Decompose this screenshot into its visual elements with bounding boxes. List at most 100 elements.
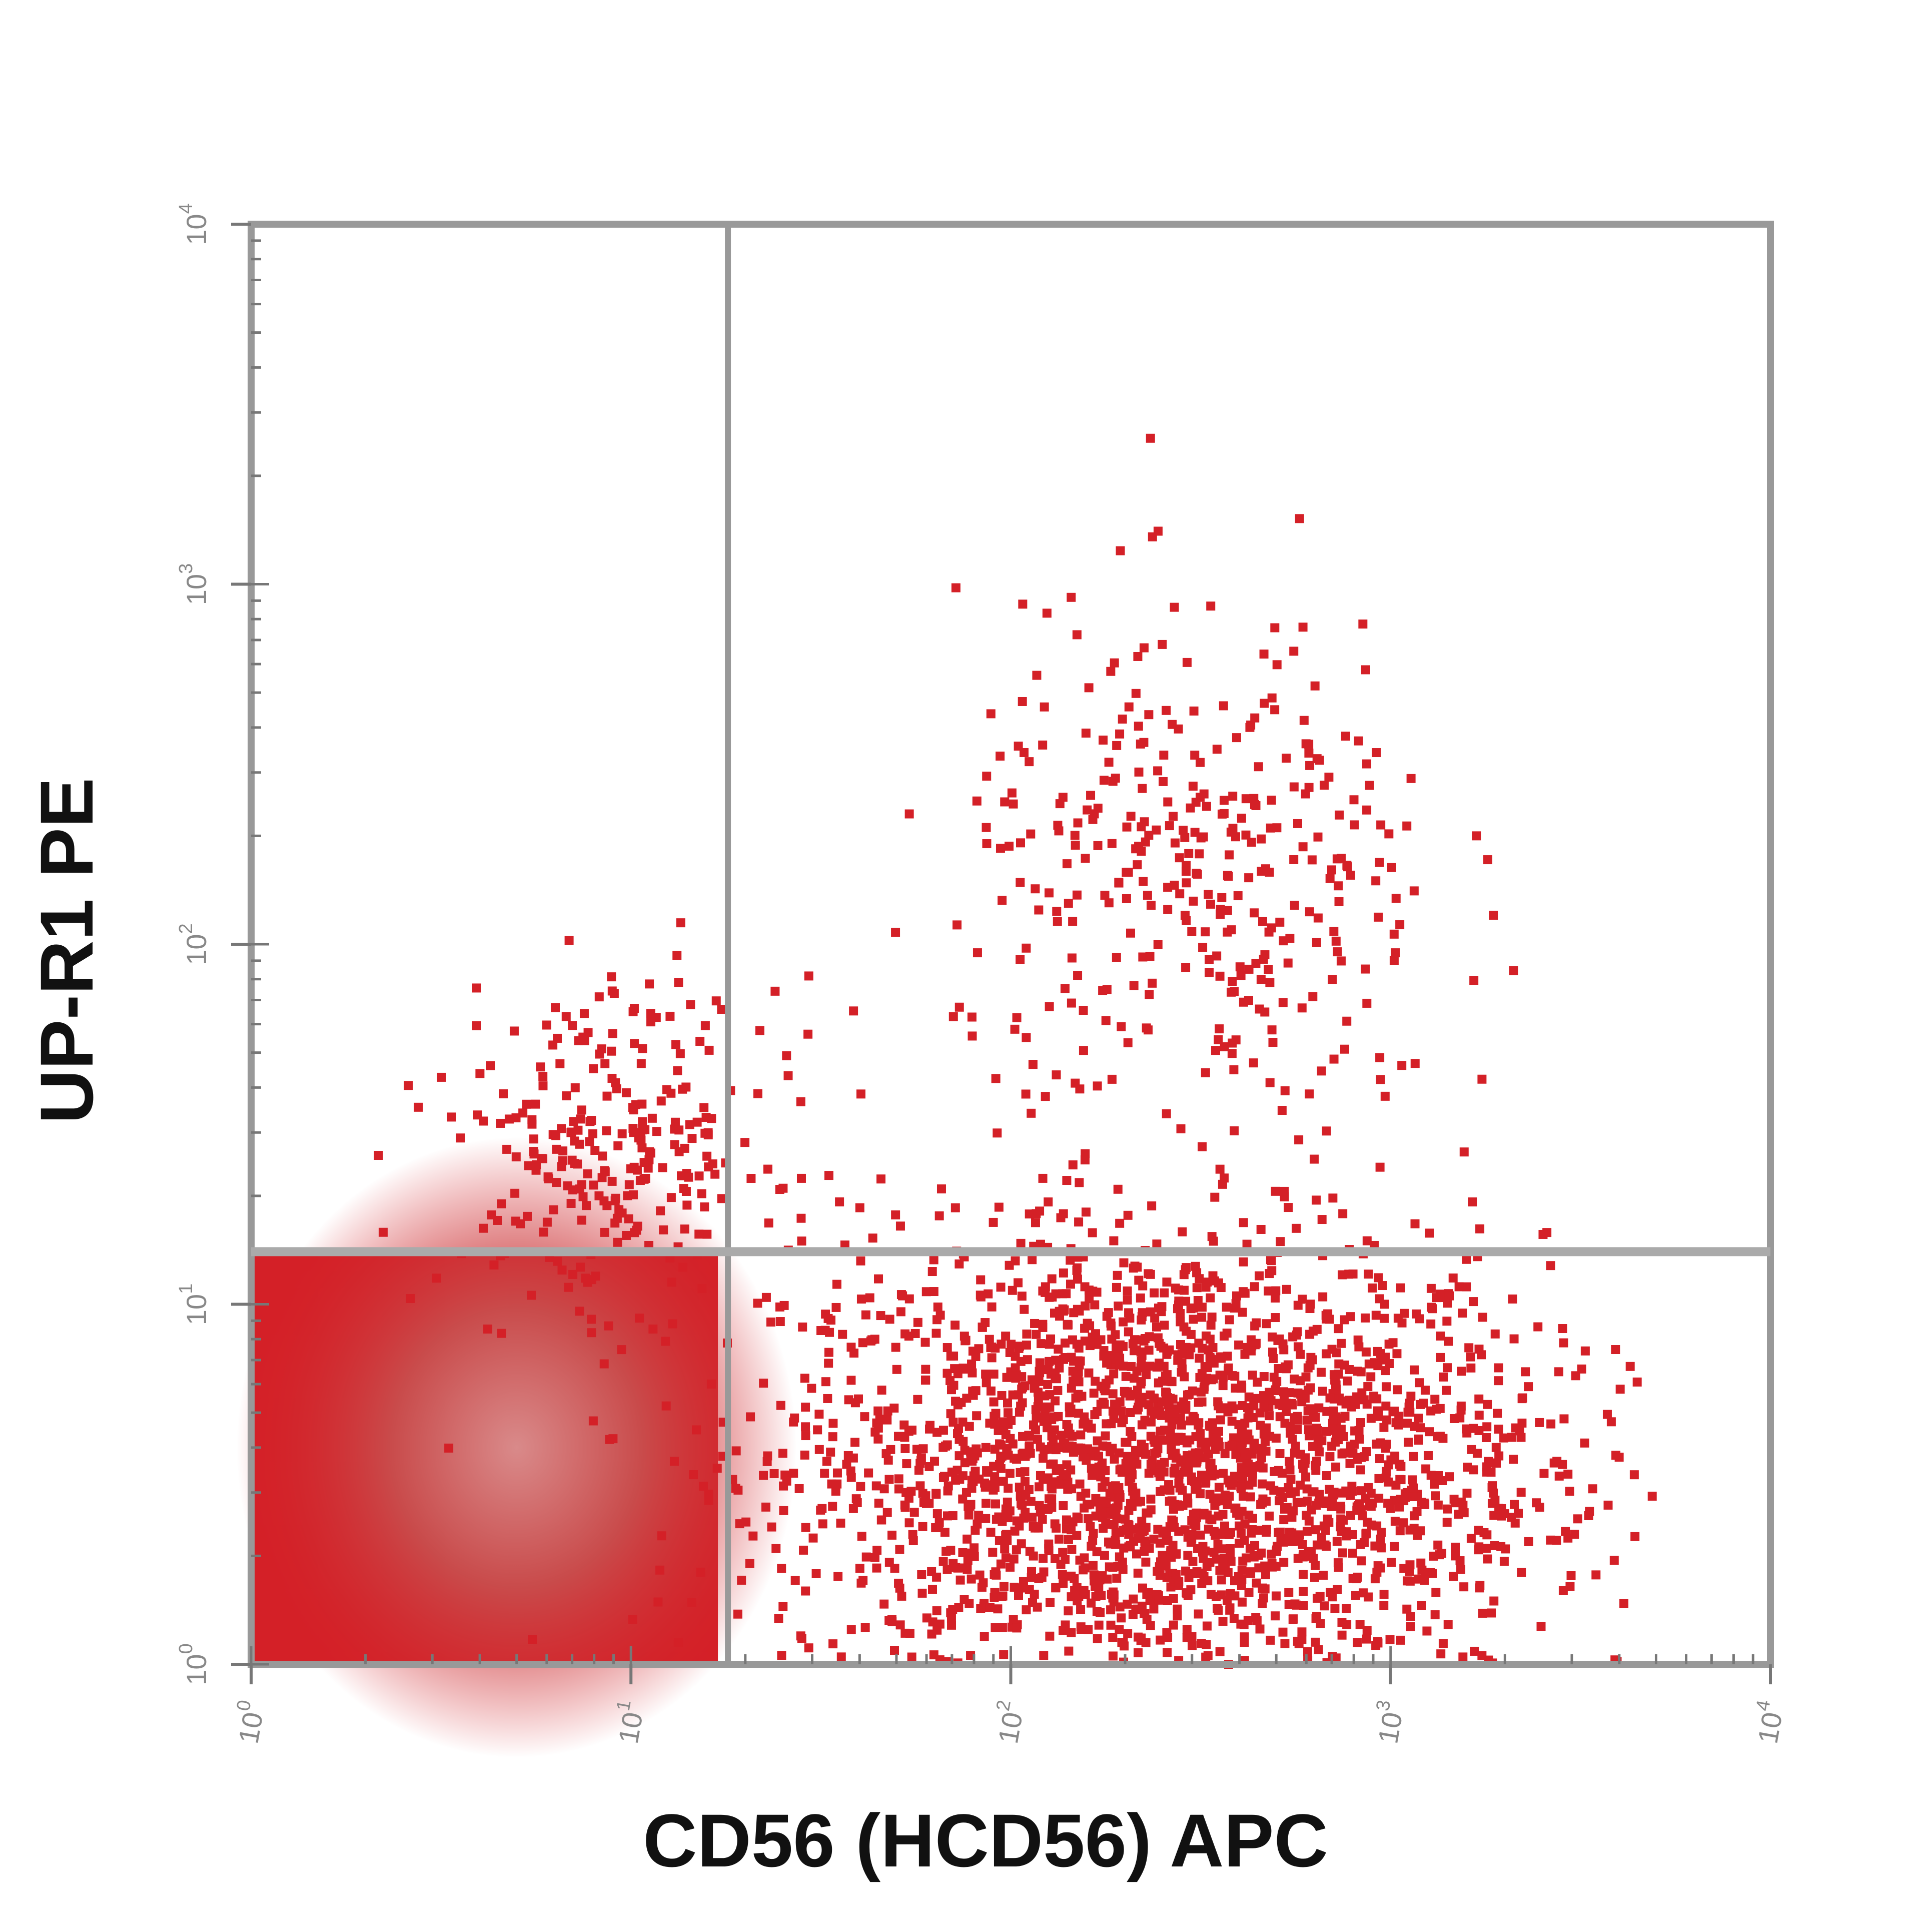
event-point	[576, 1262, 585, 1272]
event-point	[1483, 855, 1493, 865]
event-point	[1336, 1425, 1346, 1434]
event-point	[1477, 1350, 1486, 1360]
event-point	[1025, 1209, 1034, 1219]
event-point	[1188, 1557, 1198, 1566]
event-point	[1138, 1526, 1147, 1536]
event-point	[551, 1003, 560, 1012]
event-point	[1086, 791, 1096, 800]
event-point	[1619, 1599, 1629, 1608]
event-point	[1203, 1576, 1213, 1586]
event-point	[589, 1180, 598, 1190]
event-point	[934, 1211, 944, 1220]
event-point	[1175, 1502, 1184, 1511]
event-point	[1249, 1058, 1258, 1068]
event-point	[678, 1262, 687, 1272]
event-point	[694, 1171, 704, 1181]
event-point	[1409, 886, 1419, 896]
event-point	[1416, 1423, 1425, 1433]
event-point	[1126, 1427, 1135, 1436]
event-point	[1521, 1367, 1530, 1377]
event-point	[1474, 1411, 1484, 1420]
event-point	[1260, 1584, 1270, 1594]
event-point	[1373, 1361, 1383, 1371]
event-point	[1325, 1452, 1335, 1462]
event-point	[1146, 1307, 1155, 1317]
event-point	[959, 1563, 969, 1573]
event-point	[1130, 1490, 1139, 1500]
event-point	[1126, 1473, 1136, 1483]
event-point	[966, 1451, 976, 1461]
event-point	[968, 1368, 977, 1378]
event-point	[1174, 1285, 1184, 1295]
event-point	[895, 1545, 904, 1554]
event-point	[1240, 1536, 1249, 1545]
event-point	[1113, 1184, 1123, 1194]
event-point	[1310, 681, 1320, 691]
event-point	[1071, 1590, 1080, 1599]
event-point	[1195, 1354, 1204, 1363]
event-point	[558, 1156, 567, 1165]
event-point	[1426, 1471, 1436, 1480]
event-point	[1011, 1371, 1020, 1381]
event-point	[1387, 863, 1396, 872]
event-point	[638, 1125, 647, 1134]
event-point	[934, 1518, 944, 1527]
event-point	[1149, 1393, 1159, 1403]
y-tick-label: 103	[176, 563, 212, 605]
event-point	[1493, 1409, 1502, 1418]
event-point	[1279, 1558, 1289, 1567]
event-point	[609, 989, 619, 998]
event-point	[1087, 1423, 1096, 1433]
event-point	[1448, 1273, 1458, 1283]
event-point	[1117, 1022, 1126, 1031]
event-point	[1408, 1492, 1418, 1502]
event-point	[1000, 1544, 1010, 1554]
event-point	[807, 1384, 816, 1393]
event-point	[1207, 1232, 1217, 1241]
event-point	[1566, 1571, 1576, 1580]
x-tick-exponent: 3	[1372, 1698, 1395, 1712]
event-point	[1324, 1518, 1334, 1527]
event-point	[1177, 1358, 1187, 1368]
event-point	[1375, 1454, 1384, 1464]
event-point	[955, 1475, 965, 1484]
event-point	[1196, 1530, 1205, 1540]
event-point	[972, 1444, 981, 1454]
event-point	[932, 1509, 942, 1519]
event-point	[1012, 1623, 1022, 1633]
y-tick-label: 100	[176, 1643, 212, 1685]
event-point	[1022, 1605, 1031, 1615]
event-point	[948, 1012, 958, 1021]
event-point	[835, 1197, 844, 1206]
event-point	[1039, 1567, 1049, 1577]
event-point	[607, 1046, 616, 1056]
event-point	[1381, 1366, 1390, 1376]
event-point	[1314, 1403, 1324, 1413]
event-point	[1409, 1524, 1419, 1533]
event-point	[1186, 1330, 1196, 1339]
event-point	[1190, 828, 1200, 837]
event-point	[1272, 1377, 1282, 1386]
event-point	[1288, 1537, 1297, 1546]
event-point	[527, 1119, 537, 1129]
event-point	[1031, 884, 1040, 894]
event-point	[1213, 1397, 1223, 1407]
event-point	[1119, 1258, 1129, 1267]
event-point	[1240, 1519, 1250, 1529]
event-point	[662, 1085, 672, 1094]
event-point	[894, 1474, 903, 1484]
event-point	[902, 1459, 911, 1469]
event-point	[504, 1114, 514, 1124]
event-point	[1067, 1571, 1076, 1581]
event-point	[828, 1639, 838, 1649]
event-point	[1189, 706, 1199, 716]
event-point	[1198, 943, 1208, 952]
event-point	[1085, 1500, 1095, 1509]
event-point	[672, 951, 682, 960]
event-point	[489, 1260, 499, 1270]
event-point	[741, 1517, 751, 1527]
event-point	[1284, 1588, 1294, 1597]
event-point	[1062, 1289, 1071, 1299]
event-point	[1334, 1324, 1343, 1334]
event-point	[763, 1451, 772, 1461]
